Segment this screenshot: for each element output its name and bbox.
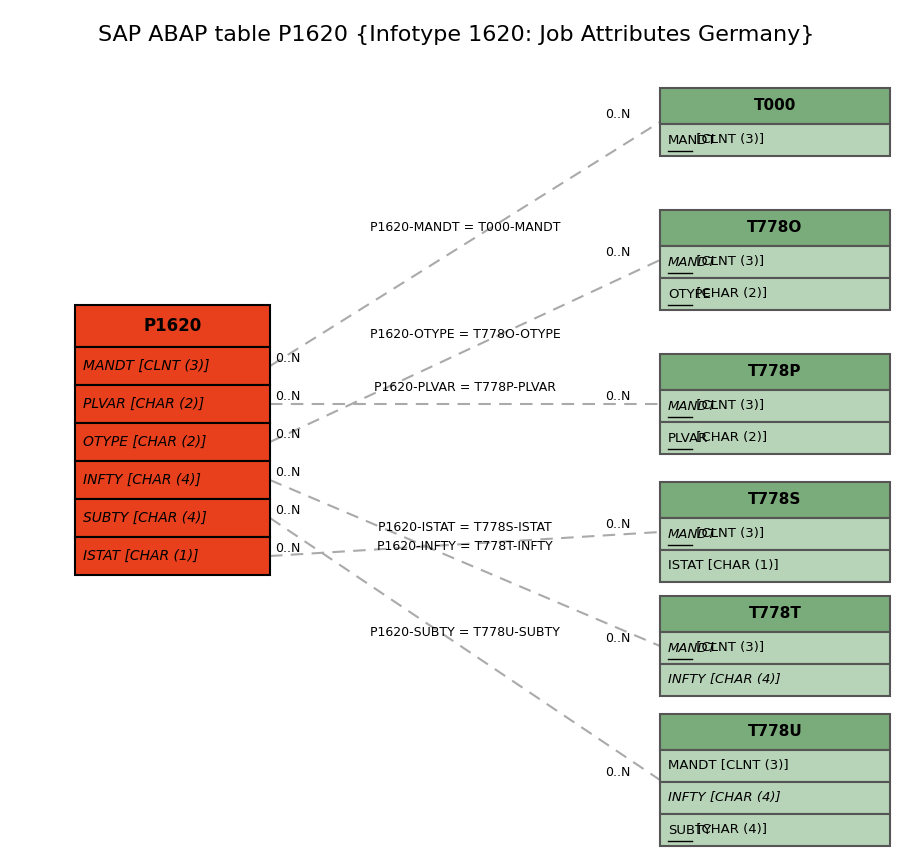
Text: PLVAR [CHAR (2)]: PLVAR [CHAR (2)]: [83, 397, 204, 411]
Text: 0..N: 0..N: [275, 428, 300, 441]
Text: P1620-MANDT = T000-MANDT: P1620-MANDT = T000-MANDT: [369, 221, 559, 234]
FancyBboxPatch shape: [660, 124, 889, 156]
Text: P1620-PLVAR = T778P-PLVAR: P1620-PLVAR = T778P-PLVAR: [374, 381, 556, 394]
Text: P1620: P1620: [143, 317, 201, 335]
Text: [CLNT (3)]: [CLNT (3)]: [691, 255, 763, 268]
Text: 0..N: 0..N: [275, 504, 300, 517]
Text: 0..N: 0..N: [275, 352, 300, 365]
Text: T778O: T778O: [746, 220, 802, 236]
Text: T778S: T778S: [748, 493, 801, 507]
FancyBboxPatch shape: [660, 390, 889, 422]
FancyBboxPatch shape: [75, 347, 270, 385]
Text: T778T: T778T: [748, 606, 801, 622]
FancyBboxPatch shape: [660, 246, 889, 278]
Text: OTYPE [CHAR (2)]: OTYPE [CHAR (2)]: [83, 435, 206, 449]
Text: 0..N: 0..N: [604, 108, 630, 121]
Text: [CLNT (3)]: [CLNT (3)]: [691, 642, 763, 654]
Text: SAP ABAP table P1620 {Infotype 1620: Job Attributes Germany}: SAP ABAP table P1620 {Infotype 1620: Job…: [97, 25, 814, 45]
FancyBboxPatch shape: [660, 782, 889, 814]
Text: MANDT: MANDT: [667, 255, 716, 268]
FancyBboxPatch shape: [75, 461, 270, 499]
FancyBboxPatch shape: [660, 422, 889, 454]
FancyBboxPatch shape: [660, 518, 889, 550]
FancyBboxPatch shape: [660, 354, 889, 390]
FancyBboxPatch shape: [75, 305, 270, 347]
Text: 0..N: 0..N: [604, 246, 630, 259]
Text: T778U: T778U: [747, 724, 802, 740]
Text: INFTY [CHAR (4)]: INFTY [CHAR (4)]: [667, 673, 780, 686]
Text: 0..N: 0..N: [604, 390, 630, 403]
Text: P1620-ISTAT = T778S-ISTAT: P1620-ISTAT = T778S-ISTAT: [378, 521, 551, 534]
Text: MANDT: MANDT: [667, 133, 716, 146]
FancyBboxPatch shape: [660, 550, 889, 582]
Text: [CLNT (3)]: [CLNT (3)]: [691, 527, 763, 540]
Text: [CLNT (3)]: [CLNT (3)]: [691, 400, 763, 413]
Text: 0..N: 0..N: [275, 466, 300, 479]
Text: 0..N: 0..N: [275, 390, 300, 403]
Text: MANDT [CLNT (3)]: MANDT [CLNT (3)]: [667, 759, 788, 772]
Text: [CHAR (2)]: [CHAR (2)]: [691, 287, 766, 300]
Text: 0..N: 0..N: [275, 542, 300, 555]
Text: [CHAR (2)]: [CHAR (2)]: [691, 432, 766, 445]
FancyBboxPatch shape: [75, 385, 270, 423]
Text: SUBTY: SUBTY: [667, 824, 711, 837]
FancyBboxPatch shape: [75, 499, 270, 537]
Text: SUBTY [CHAR (4)]: SUBTY [CHAR (4)]: [83, 511, 207, 525]
FancyBboxPatch shape: [660, 714, 889, 750]
Text: 0..N: 0..N: [604, 766, 630, 779]
FancyBboxPatch shape: [660, 632, 889, 664]
Text: [CHAR (4)]: [CHAR (4)]: [691, 824, 766, 837]
FancyBboxPatch shape: [660, 210, 889, 246]
Text: MANDT: MANDT: [667, 527, 716, 540]
Text: OTYPE: OTYPE: [667, 287, 710, 300]
FancyBboxPatch shape: [660, 814, 889, 846]
Text: T000: T000: [753, 99, 795, 114]
Text: [CLNT (3)]: [CLNT (3)]: [691, 133, 763, 146]
Text: P1620-INFTY = T778T-INFTY: P1620-INFTY = T778T-INFTY: [377, 540, 552, 553]
FancyBboxPatch shape: [660, 278, 889, 310]
Text: MANDT: MANDT: [667, 400, 716, 413]
Text: PLVAR: PLVAR: [667, 432, 708, 445]
Text: INFTY [CHAR (4)]: INFTY [CHAR (4)]: [667, 791, 780, 804]
Text: INFTY [CHAR (4)]: INFTY [CHAR (4)]: [83, 473, 200, 487]
FancyBboxPatch shape: [75, 537, 270, 575]
Text: T778P: T778P: [747, 365, 801, 379]
FancyBboxPatch shape: [660, 664, 889, 696]
FancyBboxPatch shape: [660, 750, 889, 782]
Text: MANDT: MANDT: [667, 642, 716, 654]
Text: ISTAT [CHAR (1)]: ISTAT [CHAR (1)]: [667, 560, 778, 573]
Text: P1620-OTYPE = T778O-OTYPE: P1620-OTYPE = T778O-OTYPE: [369, 328, 559, 341]
FancyBboxPatch shape: [660, 596, 889, 632]
Text: ISTAT [CHAR (1)]: ISTAT [CHAR (1)]: [83, 549, 199, 563]
Text: P1620-SUBTY = T778U-SUBTY: P1620-SUBTY = T778U-SUBTY: [370, 626, 559, 639]
Text: 0..N: 0..N: [604, 632, 630, 645]
FancyBboxPatch shape: [660, 88, 889, 124]
FancyBboxPatch shape: [75, 423, 270, 461]
FancyBboxPatch shape: [660, 482, 889, 518]
Text: 0..N: 0..N: [604, 518, 630, 531]
Text: MANDT [CLNT (3)]: MANDT [CLNT (3)]: [83, 359, 210, 373]
